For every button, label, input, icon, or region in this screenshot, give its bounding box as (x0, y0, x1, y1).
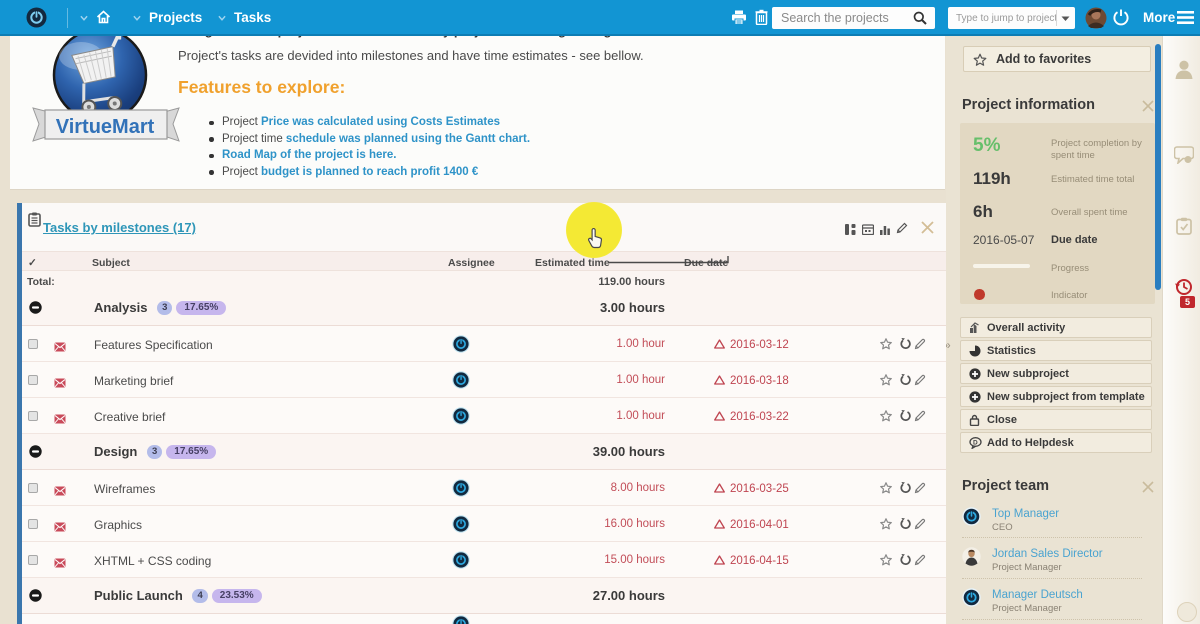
svg-text:D: D (973, 440, 978, 447)
svg-text:VirtueMart: VirtueMart (56, 116, 155, 138)
